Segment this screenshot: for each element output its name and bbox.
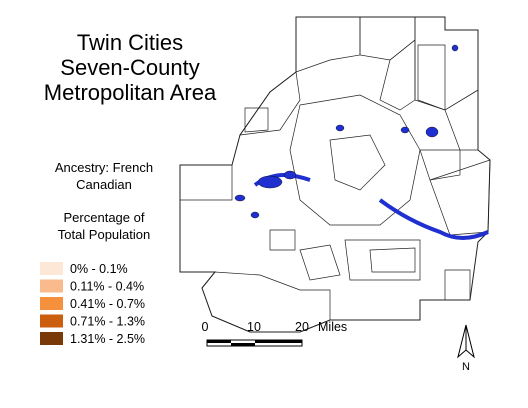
legend-label: 0% - 0.1% <box>70 262 128 276</box>
scale-bar-segment <box>255 340 302 343</box>
region <box>329 134 386 191</box>
region <box>369 247 416 273</box>
region <box>444 89 479 151</box>
lake <box>451 44 459 52</box>
region <box>419 149 461 181</box>
region <box>269 229 296 251</box>
title-line: Seven-County <box>60 55 199 80</box>
north-arrow: N <box>457 324 475 373</box>
scale-label: 10 <box>247 320 261 334</box>
subtitle-line: Canadian <box>76 177 132 192</box>
legend-swatch <box>40 262 63 275</box>
region <box>444 269 471 301</box>
scale-label: 0 <box>202 320 209 334</box>
region <box>179 164 233 201</box>
legend: 0% - 0.1% 0.11% - 0.4% 0.41% - 0.7% 0.71% -… <box>40 262 145 346</box>
legend-title: Percentage of <box>64 210 145 225</box>
legend-label: 0.41% - 0.7% <box>70 297 145 311</box>
legend-title: Total Population <box>58 227 151 242</box>
legend-swatch <box>40 279 63 293</box>
lake <box>250 211 260 219</box>
title-line: Twin Cities <box>77 30 183 55</box>
lake <box>283 170 297 180</box>
title-line: Metropolitan Area <box>44 80 217 105</box>
lake <box>234 194 246 202</box>
legend-swatch <box>40 332 63 345</box>
lake <box>335 124 345 132</box>
scale-label: 20 <box>295 320 309 334</box>
legend-label: 0.71% - 1.3% <box>70 315 145 329</box>
legend-label: 1.31% - 2.5% <box>70 332 145 346</box>
scale-bar-segment <box>231 343 255 346</box>
scale-label: Miles <box>318 320 347 334</box>
lake <box>400 126 410 134</box>
north-label: N <box>462 361 470 373</box>
lake <box>425 126 439 138</box>
subtitle-line: Ancestry: French <box>55 160 153 175</box>
region <box>295 16 361 73</box>
legend-swatch <box>40 314 63 328</box>
map <box>179 16 491 333</box>
region <box>299 244 341 281</box>
region <box>201 271 331 333</box>
legend-swatch <box>40 297 63 310</box>
region <box>344 239 421 281</box>
region <box>239 71 301 136</box>
region <box>244 107 269 133</box>
lake <box>257 175 283 189</box>
scale-bar: 0 10 20 Miles <box>202 320 347 347</box>
scale-bar-segment <box>207 340 231 343</box>
region <box>379 39 416 111</box>
legend-label: 0.11% - 0.4% <box>70 280 144 294</box>
